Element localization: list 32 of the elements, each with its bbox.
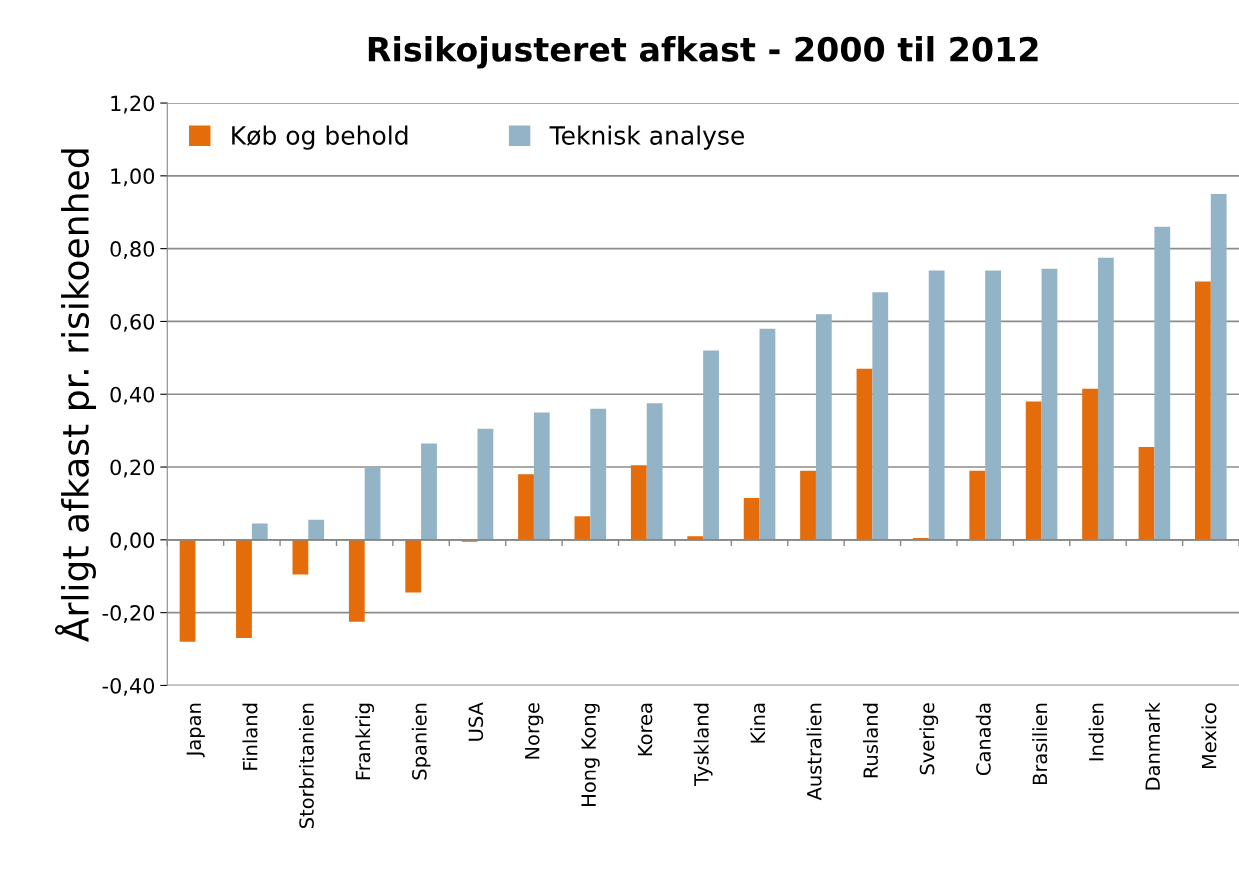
chart-title: Risikojusteret afkast - 2000 til 2012 — [368, 36, 1038, 69]
x-tick-label: Sverige — [919, 703, 939, 775]
y-tick-label: 1,20 — [111, 95, 155, 114]
legend-label: Køb og behold — [232, 125, 408, 150]
x-tick-label: Frankrig — [355, 703, 375, 780]
x-tick-label: Danmark — [1144, 702, 1161, 790]
legend-label: Teknisk analyse — [549, 125, 745, 150]
y-tick-label: 0,80 — [110, 241, 155, 259]
x-tick-label: Indien — [1088, 703, 1104, 761]
x-tick-label: Storbritanien — [298, 703, 314, 828]
x-tick-label: Finland — [242, 703, 258, 770]
x-tick-label: Tyskland — [693, 703, 713, 786]
y-tick-label: 0,00 — [110, 532, 155, 551]
x-tick-label: Australien — [806, 703, 822, 801]
y-tick-label: 0,40 — [110, 386, 155, 405]
x-tick-label: USA — [468, 702, 484, 741]
x-tick-label: Spanien — [411, 703, 431, 780]
x-tick-label: Korea — [637, 703, 653, 756]
x-tick-label: Kina — [750, 703, 766, 743]
x-tick-label: Hong Kong — [581, 703, 600, 806]
x-tick-label: Brasilien — [1032, 703, 1048, 785]
x-tick-label: Norge — [525, 703, 544, 759]
y-axis-title: Årligt afkast pr. risikoenhed — [54, 149, 96, 642]
x-tick-label: Canada — [975, 703, 991, 776]
x-tick-label: Japan — [186, 703, 205, 758]
y-tick-label: -0,40 — [102, 677, 155, 696]
y-tick-label: 0,60 — [110, 313, 155, 332]
x-tick-label: Rusland — [862, 703, 878, 778]
x-tick-label: Mexico — [1201, 703, 1217, 769]
y-tick-label: -0,20 — [102, 605, 155, 623]
y-tick-label: 1,00 — [111, 168, 155, 187]
y-tick-label: 0,20 — [110, 459, 155, 478]
